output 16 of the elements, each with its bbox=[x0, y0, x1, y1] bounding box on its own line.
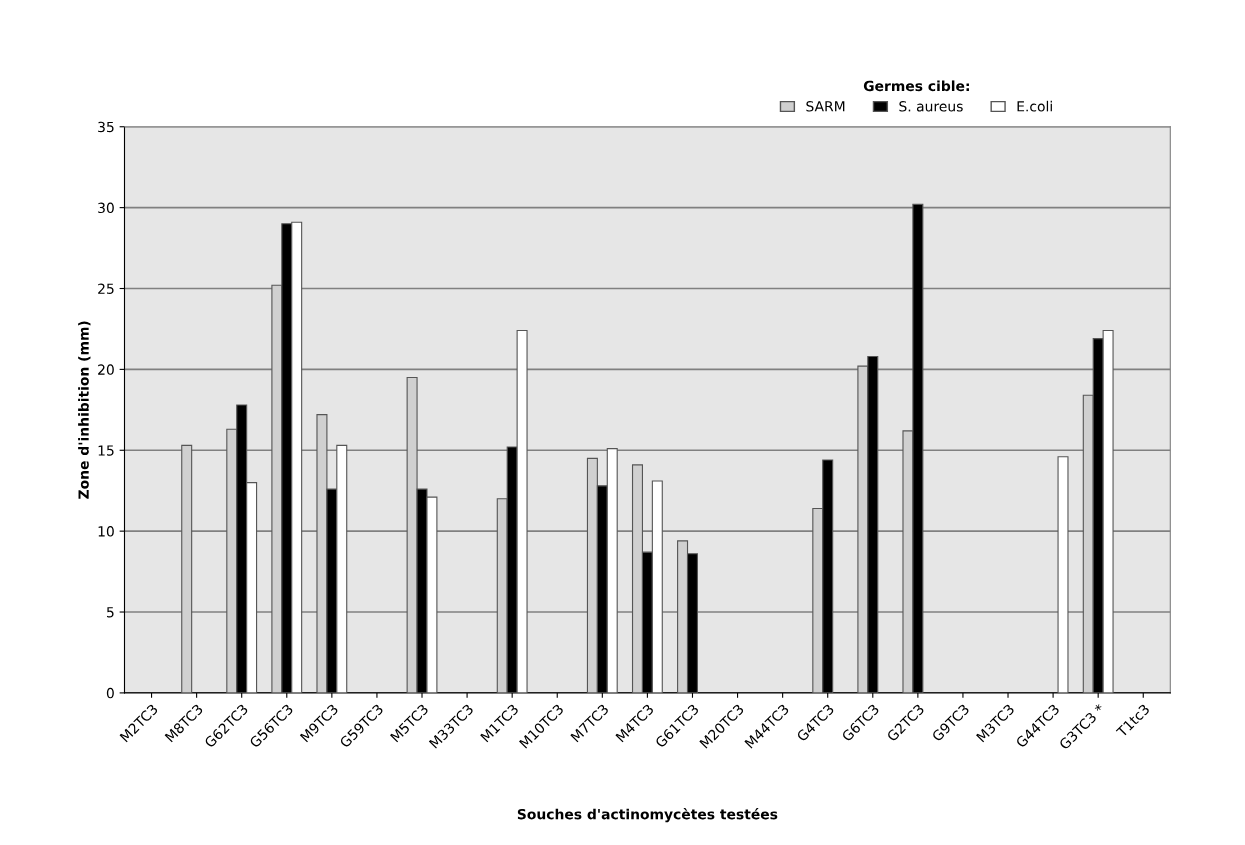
legend-title: Germes cible: bbox=[863, 80, 969, 92]
y-tick-label: 30 bbox=[98, 202, 114, 214]
legend-label: E.coli bbox=[1017, 100, 1052, 112]
legend-label: S. aureus bbox=[899, 101, 963, 112]
y-tick-label: 0 bbox=[106, 687, 114, 699]
y-tick-label: 15 bbox=[98, 445, 114, 456]
y-tick-label: 10 bbox=[98, 526, 114, 537]
legend-label: SARM bbox=[806, 101, 845, 112]
y-tick-label: 25 bbox=[98, 283, 114, 294]
y-tick-label: 5 bbox=[107, 607, 114, 618]
y-axis-title: Zone d'inhibition (mm) bbox=[78, 321, 91, 499]
x-axis-title: Souches d'actinomycètes testées bbox=[517, 808, 778, 823]
y-tick-label: 35 bbox=[98, 121, 114, 133]
bar bbox=[1057, 456, 1069, 693]
y-tick-label: 20 bbox=[98, 364, 114, 375]
bar bbox=[181, 444, 193, 693]
